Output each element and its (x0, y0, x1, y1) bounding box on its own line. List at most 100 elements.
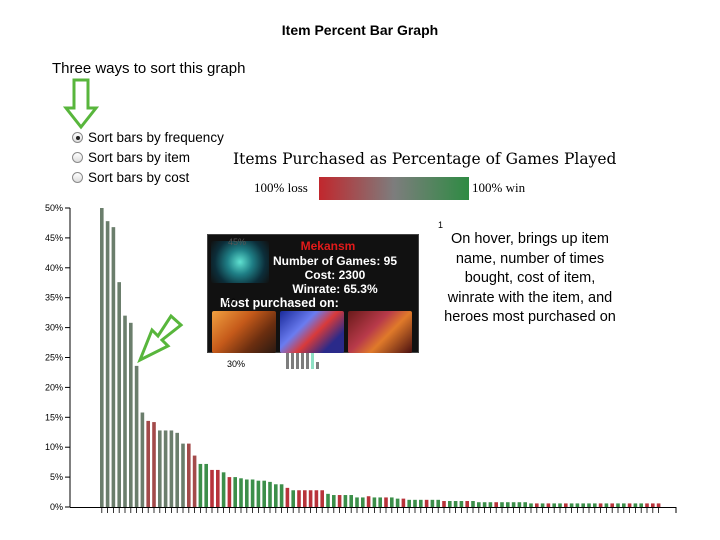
bar[interactable] (320, 490, 324, 507)
bar[interactable] (407, 499, 411, 507)
bar[interactable] (471, 501, 475, 507)
bar[interactable] (343, 495, 348, 507)
bar[interactable] (291, 490, 295, 507)
bar[interactable] (645, 503, 649, 507)
bar[interactable] (285, 487, 290, 507)
sort-by-cost-option[interactable]: Sort bars by cost (72, 170, 189, 185)
bar[interactable] (314, 490, 319, 507)
bar[interactable] (337, 495, 342, 507)
radio-cost[interactable] (72, 172, 83, 183)
bar[interactable] (105, 221, 110, 507)
bar[interactable] (529, 503, 533, 507)
bar[interactable] (395, 498, 400, 507)
bar[interactable] (192, 455, 197, 507)
bar[interactable] (366, 496, 371, 507)
bar[interactable] (216, 469, 220, 507)
bar[interactable] (303, 490, 307, 507)
bar[interactable] (523, 502, 527, 507)
bar[interactable] (332, 495, 336, 507)
bar[interactable] (581, 503, 585, 507)
sort-by-frequency-option[interactable]: Sort bars by frequency (72, 130, 224, 145)
bar[interactable] (181, 443, 185, 507)
bar[interactable] (256, 480, 261, 507)
bar[interactable] (622, 503, 626, 507)
bar[interactable] (506, 502, 510, 507)
bar[interactable] (117, 282, 121, 507)
bar[interactable] (152, 422, 156, 507)
bar[interactable] (558, 503, 562, 507)
bar[interactable] (239, 478, 243, 507)
bar[interactable] (488, 502, 493, 507)
bar[interactable] (158, 430, 162, 507)
bar[interactable] (134, 365, 139, 507)
bar[interactable] (268, 481, 272, 507)
bar[interactable] (204, 463, 208, 507)
bar[interactable] (656, 503, 661, 507)
bar[interactable] (651, 503, 655, 507)
bar[interactable] (494, 502, 498, 507)
bar[interactable] (326, 493, 330, 507)
bar[interactable] (564, 503, 568, 507)
bar[interactable] (639, 503, 643, 507)
sort-by-item-option[interactable]: Sort bars by item (72, 150, 190, 165)
bar[interactable] (361, 497, 365, 507)
bar[interactable] (552, 503, 556, 507)
bar[interactable] (210, 469, 214, 507)
bar[interactable] (477, 502, 481, 507)
bar[interactable] (378, 497, 382, 507)
bar[interactable] (442, 501, 446, 507)
bar[interactable] (401, 498, 406, 507)
bar[interactable] (111, 227, 116, 508)
bar[interactable] (390, 497, 394, 507)
sort-by-item-label[interactable]: Sort bars by item (88, 150, 191, 165)
bar[interactable] (100, 208, 104, 507)
bar[interactable] (535, 503, 539, 507)
bar[interactable] (459, 501, 464, 507)
bar[interactable] (500, 502, 504, 507)
bar[interactable] (262, 480, 266, 507)
bar[interactable] (436, 499, 440, 507)
bar[interactable] (175, 432, 179, 507)
bar[interactable] (384, 497, 388, 507)
bar[interactable] (355, 497, 359, 507)
bar[interactable] (575, 503, 580, 507)
bar[interactable] (546, 503, 551, 507)
bar[interactable] (465, 501, 469, 507)
bar[interactable] (129, 322, 133, 507)
radio-frequency[interactable] (72, 132, 83, 143)
bar[interactable] (448, 501, 452, 507)
bar[interactable] (163, 430, 168, 507)
bar[interactable] (372, 497, 377, 507)
bar[interactable] (245, 479, 249, 507)
bar[interactable] (616, 503, 620, 507)
bar[interactable] (169, 430, 174, 507)
bar[interactable] (627, 503, 632, 507)
bar[interactable] (187, 443, 191, 507)
sort-by-frequency-label[interactable]: Sort bars by frequency (88, 130, 224, 145)
bar[interactable] (308, 490, 313, 507)
bar[interactable] (297, 490, 301, 507)
bar[interactable] (349, 495, 353, 507)
bar[interactable] (517, 502, 522, 507)
bar[interactable] (430, 499, 435, 507)
bar[interactable] (227, 477, 232, 507)
bar[interactable] (274, 484, 278, 507)
bar[interactable] (250, 479, 255, 507)
bar[interactable] (598, 503, 603, 507)
bar[interactable] (511, 502, 516, 507)
sort-by-cost-label[interactable]: Sort bars by cost (88, 170, 190, 185)
bar[interactable] (146, 420, 150, 507)
bar[interactable] (233, 477, 237, 507)
bar[interactable] (198, 463, 203, 507)
bar[interactable] (140, 412, 145, 507)
bar[interactable] (540, 503, 545, 507)
bar[interactable] (587, 503, 591, 507)
bar[interactable] (569, 503, 574, 507)
bar[interactable] (604, 503, 609, 507)
bar[interactable] (419, 499, 423, 507)
radio-item[interactable] (72, 152, 83, 163)
bar[interactable] (413, 499, 417, 507)
bar[interactable] (279, 484, 284, 507)
bar[interactable] (610, 503, 614, 507)
bar[interactable] (424, 499, 429, 507)
